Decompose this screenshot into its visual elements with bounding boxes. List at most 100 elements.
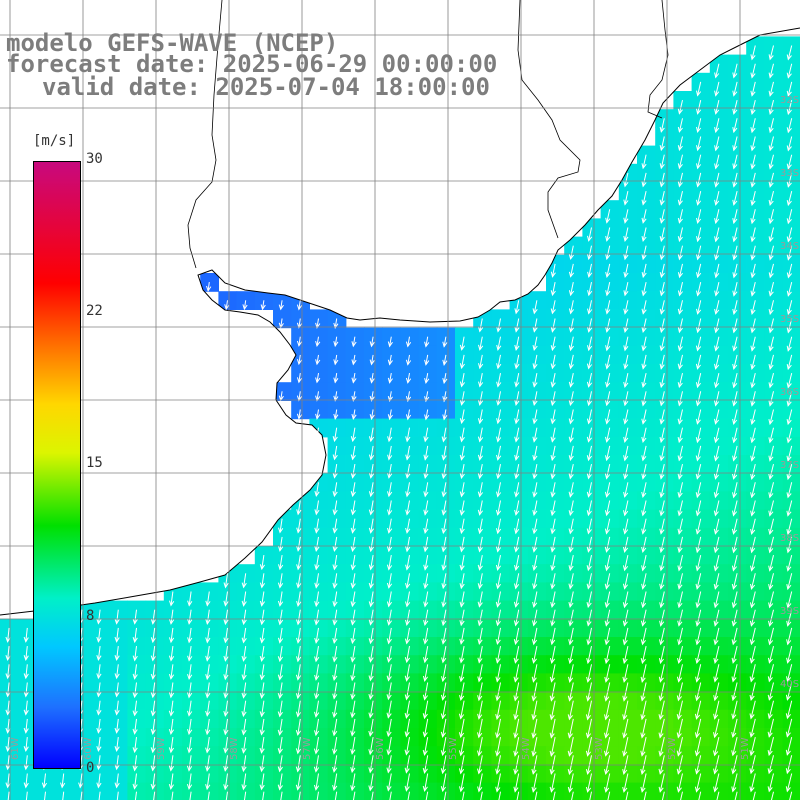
wind-arrow bbox=[369, 409, 375, 421]
wind-arrow bbox=[332, 682, 338, 700]
wind-arrow bbox=[658, 736, 665, 757]
wind-arrow bbox=[604, 645, 611, 665]
wind-arrow bbox=[568, 554, 574, 572]
wind-arrow bbox=[223, 700, 229, 718]
wind-arrow bbox=[676, 664, 683, 683]
wind-arrow bbox=[713, 427, 720, 444]
wind-arrow bbox=[695, 354, 702, 370]
wind-arrow bbox=[96, 646, 102, 662]
wind-arrow bbox=[495, 591, 501, 608]
wind-arrow bbox=[623, 536, 629, 554]
wind-arrow bbox=[587, 318, 593, 333]
wind-arrow bbox=[332, 773, 338, 792]
wind-arrow bbox=[277, 737, 283, 755]
wind-arrow bbox=[750, 172, 756, 188]
wind-arrow bbox=[695, 409, 702, 425]
speed-cell bbox=[527, 782, 547, 800]
wind-arrow bbox=[550, 318, 556, 333]
wind-arrow bbox=[422, 700, 429, 720]
wind-arrow bbox=[241, 700, 247, 718]
wind-arrow bbox=[332, 464, 338, 479]
wind-arrow bbox=[62, 791, 65, 800]
speed-cell bbox=[509, 782, 529, 800]
wind-arrow bbox=[205, 700, 211, 717]
wind-arrow bbox=[23, 627, 29, 643]
wind-arrow bbox=[568, 609, 574, 627]
wind-arrow bbox=[716, 791, 720, 800]
speed-cell bbox=[382, 782, 401, 800]
wind-arrow bbox=[732, 463, 738, 480]
lon-label: 54W bbox=[521, 737, 532, 760]
wind-arrow bbox=[333, 391, 339, 402]
wind-arrow bbox=[168, 718, 175, 736]
wind-arrow bbox=[132, 700, 138, 717]
wind-arrow bbox=[713, 591, 720, 609]
wind-arrow bbox=[786, 609, 793, 627]
wind-arrow bbox=[767, 682, 774, 701]
wind-arrow bbox=[750, 99, 756, 116]
wind-arrow bbox=[368, 427, 375, 443]
wind-arrow bbox=[534, 791, 538, 800]
wind-arrow bbox=[224, 300, 230, 311]
wind-arrow bbox=[641, 500, 647, 517]
wind-arrow bbox=[786, 227, 793, 243]
wind-arrow bbox=[768, 627, 774, 646]
wind-arrow bbox=[680, 791, 683, 800]
wind-arrow bbox=[786, 354, 793, 371]
wind-arrow bbox=[424, 409, 430, 421]
wind-arrow bbox=[134, 791, 137, 800]
wind-arrow bbox=[750, 245, 756, 261]
wind-arrow bbox=[495, 500, 502, 516]
wind-arrow bbox=[296, 409, 303, 420]
wind-arrow bbox=[332, 718, 338, 737]
wind-arrow bbox=[514, 555, 520, 572]
wind-arrow bbox=[150, 755, 156, 772]
wind-arrow bbox=[496, 409, 502, 425]
wind-arrow bbox=[643, 791, 647, 800]
wind-arrow bbox=[424, 391, 430, 403]
wind-arrow bbox=[586, 591, 592, 609]
wind-arrow bbox=[514, 536, 520, 553]
wind-arrow bbox=[713, 518, 720, 535]
wind-arrow bbox=[768, 591, 774, 609]
wind-arrow bbox=[514, 354, 520, 370]
wind-arrow bbox=[350, 664, 356, 682]
wind-arrow bbox=[713, 682, 720, 702]
wind-arrow bbox=[677, 536, 683, 554]
wind-arrow bbox=[332, 518, 338, 534]
wind-arrow bbox=[641, 354, 647, 370]
wind-arrow bbox=[549, 700, 556, 721]
wind-arrow bbox=[659, 263, 665, 279]
wind-arrow bbox=[223, 609, 229, 626]
wind-arrow bbox=[694, 718, 702, 739]
wind-arrow bbox=[750, 209, 756, 225]
wind-arrow bbox=[641, 409, 647, 425]
wind-arrow bbox=[658, 700, 665, 721]
wind-arrow bbox=[386, 755, 392, 774]
wind-arrow bbox=[731, 773, 738, 793]
forecast-date: forecast date: 2025-06-29 00:00:00 bbox=[6, 50, 498, 78]
wind-arrow bbox=[640, 700, 647, 721]
wind-arrow bbox=[350, 718, 356, 737]
wind-arrow bbox=[459, 773, 465, 793]
wind-arrow bbox=[695, 554, 702, 572]
wind-arrow bbox=[386, 536, 393, 553]
wind-arrow bbox=[223, 755, 229, 772]
wind-arrow bbox=[405, 591, 411, 608]
wind-arrow bbox=[786, 500, 793, 517]
wind-arrow bbox=[767, 664, 774, 683]
lon-label: 56W bbox=[375, 737, 386, 760]
lat-label: 32S bbox=[780, 95, 799, 106]
wind-arrow bbox=[767, 700, 774, 720]
wind-arrow bbox=[132, 609, 138, 625]
speed-cell bbox=[18, 782, 37, 800]
wind-arrow bbox=[223, 573, 229, 589]
wind-arrow bbox=[731, 609, 738, 627]
wind-arrow bbox=[604, 773, 611, 793]
wind-arrow bbox=[78, 773, 84, 789]
wind-arrow bbox=[477, 646, 483, 664]
wind-arrow bbox=[677, 136, 683, 152]
wind-arrow bbox=[605, 300, 611, 315]
wind-arrow bbox=[114, 664, 120, 680]
wind-arrow bbox=[315, 318, 321, 329]
